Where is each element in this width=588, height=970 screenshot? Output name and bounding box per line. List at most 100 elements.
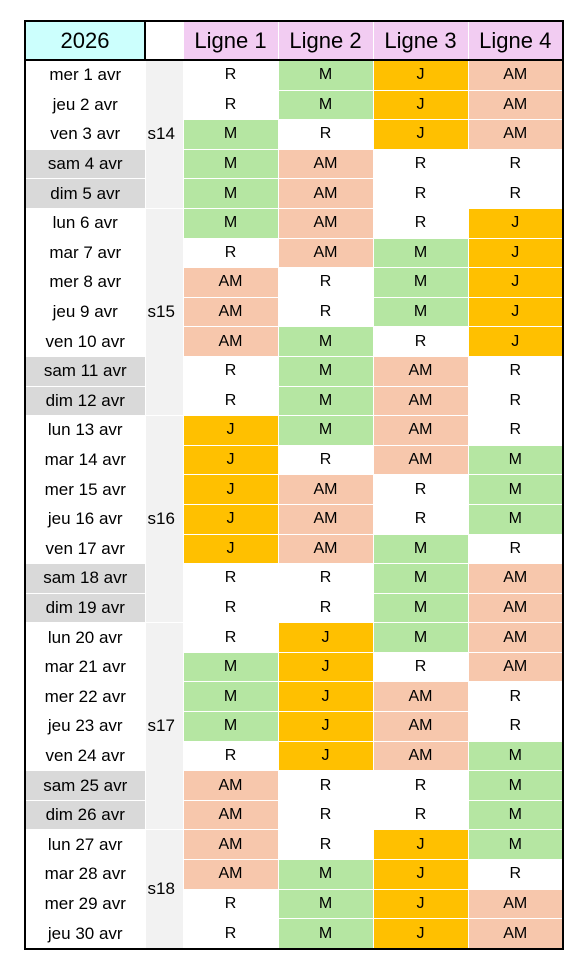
shift-cell: AM <box>372 681 469 713</box>
shift-cell: AM <box>372 711 469 742</box>
shift-cell: R <box>182 89 279 121</box>
day-row: mer 29 avr R M J AM <box>24 888 564 920</box>
shift-cell: M <box>372 267 469 298</box>
shift-cell: R <box>182 355 279 387</box>
week-cell: s18 <box>144 829 184 950</box>
date-cell: ven 10 avr <box>24 326 146 357</box>
shift-cell: M <box>372 533 469 565</box>
shift-cell: M <box>182 651 279 683</box>
shift-cell: R <box>182 59 279 91</box>
date-cell: mar 14 avr <box>24 444 146 476</box>
shift-cell: J <box>277 681 374 713</box>
date-cell: sam 18 avr <box>24 563 146 594</box>
date-cell: jeu 9 avr <box>24 296 146 328</box>
shift-cell: J <box>372 918 469 950</box>
day-row: lun 20 avr s17 R J M AM <box>24 622 564 831</box>
date-cell: mar 28 avr <box>24 859 146 890</box>
shift-cell: J <box>277 651 374 683</box>
date-cell: dim 12 avr <box>24 385 146 417</box>
shift-cell: R <box>372 799 469 831</box>
shift-cell: R <box>277 119 374 150</box>
date-cell: mer 15 avr <box>24 474 146 505</box>
day-row: ven 24 avr R J AM M <box>24 740 564 772</box>
shift-cell: AM <box>182 326 279 357</box>
shift-cell: AM <box>467 651 564 683</box>
column-header: Ligne 3 <box>372 21 468 61</box>
shift-cell: R <box>467 533 564 565</box>
day-row: mar 7 avr R AM M J <box>24 237 564 269</box>
shift-cell: R <box>372 178 469 209</box>
shift-cell: AM <box>372 415 469 446</box>
shift-cell: J <box>372 859 469 890</box>
date-cell: mar 7 avr <box>24 237 146 269</box>
shift-cell: R <box>372 770 469 801</box>
shift-cell: M <box>277 385 374 417</box>
year-header: 2026 <box>24 20 146 61</box>
shift-cell: J <box>182 533 279 565</box>
day-row: dim 12 avr R M AM R <box>24 385 564 417</box>
shift-cell: AM <box>182 829 279 861</box>
shift-cell: J <box>182 444 279 476</box>
shift-cell: AM <box>182 770 279 801</box>
column-header: Ligne 1 <box>182 21 278 61</box>
shift-cell: AM <box>277 533 374 565</box>
date-cell: mar 21 avr <box>24 651 146 683</box>
shift-cell: J <box>372 829 469 861</box>
shift-cell: M <box>277 89 374 121</box>
day-row: mar 14 avr J R AM M <box>24 444 564 476</box>
shift-cell: R <box>467 385 564 417</box>
shift-cell: M <box>277 918 374 950</box>
shift-cell: J <box>182 474 279 505</box>
shift-cell: M <box>467 503 564 535</box>
shift-cell: AM <box>182 296 279 328</box>
day-row: mer 22 avr M J AM R <box>24 681 564 713</box>
day-row: mar 21 avr M J R AM <box>24 651 564 683</box>
shift-cell: R <box>182 622 279 653</box>
shift-cell: M <box>277 59 374 91</box>
shift-cell: M <box>182 148 279 180</box>
shift-cell: R <box>467 148 564 180</box>
shift-cell: R <box>467 355 564 387</box>
blank-header <box>144 21 183 61</box>
day-row: mer 1 avr s14 R M J AM <box>24 59 564 209</box>
week-cell: s15 <box>144 207 184 417</box>
date-cell: mer 1 avr <box>24 59 146 91</box>
shift-cell: AM <box>372 385 469 417</box>
day-row: dim 5 avr M AM R R <box>24 178 564 209</box>
day-row: ven 10 avr AM M R J <box>24 326 564 357</box>
shift-cell: M <box>372 622 469 653</box>
day-row: ven 3 avr M R J AM <box>24 119 564 150</box>
shift-cell: AM <box>467 563 564 594</box>
week-cell: s14 <box>144 59 184 209</box>
shift-cell: J <box>372 89 469 121</box>
shift-cell: AM <box>182 799 279 831</box>
shift-cell: M <box>372 237 469 269</box>
date-cell: jeu 2 avr <box>24 89 146 121</box>
shift-cell: AM <box>277 207 374 239</box>
shift-cell: R <box>277 563 374 594</box>
date-cell: mer 8 avr <box>24 267 146 298</box>
shift-cell: AM <box>372 740 469 772</box>
shift-cell: M <box>182 207 279 239</box>
shift-cell: R <box>277 592 374 624</box>
header-row: 2026 Ligne 1 Ligne 2 Ligne 3 Ligne 4 <box>24 20 563 61</box>
shift-cell: R <box>277 296 374 328</box>
day-row: jeu 9 avr AM R M J <box>24 296 564 328</box>
shift-cell: J <box>277 740 374 772</box>
shift-cell: J <box>277 711 374 742</box>
shift-cell: R <box>277 799 374 831</box>
shift-cell: AM <box>467 89 564 121</box>
date-cell: dim 26 avr <box>24 799 146 831</box>
shift-cell: AM <box>277 503 374 535</box>
shift-cell: J <box>372 119 469 150</box>
shift-cell: M <box>277 859 374 890</box>
date-cell: lun 27 avr <box>24 829 146 861</box>
shift-cell: AM <box>277 178 374 209</box>
shift-cell: R <box>182 592 279 624</box>
shift-cell: AM <box>182 267 279 298</box>
week-cell: s17 <box>144 622 184 831</box>
day-row: lun 6 avr s15 M AM R J <box>24 207 564 417</box>
shift-cell: AM <box>277 148 374 180</box>
shift-cell: J <box>467 237 564 269</box>
